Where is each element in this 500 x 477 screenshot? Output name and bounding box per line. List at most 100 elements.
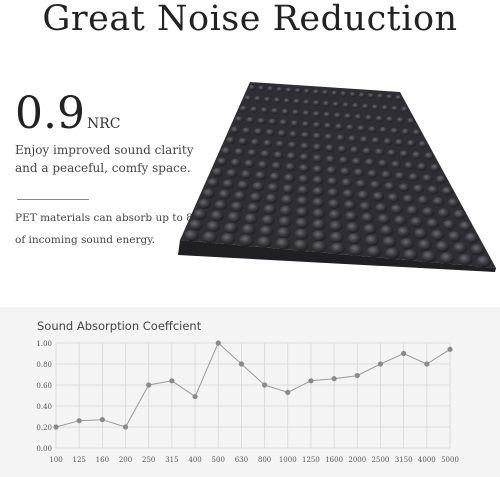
foam-bump: [224, 222, 238, 234]
foam-bump: [260, 150, 271, 159]
foam-bump: [324, 133, 334, 141]
foam-bump: [394, 138, 404, 147]
foam-bump: [285, 87, 293, 93]
absorption-chart: 0.00 0.20 0.40 0.60 0.80 1.00 100 125 160 200 250 3…: [36, 340, 459, 464]
foam-bump: [390, 204, 403, 215]
foam-bump: [364, 158, 375, 167]
foam-bump: [399, 150, 409, 158]
foam-bump: [271, 107, 279, 115]
foam-bump: [363, 223, 377, 235]
foam-bump: [453, 209, 466, 220]
foam-bump: [293, 98, 301, 105]
x-tick-label: 500: [212, 456, 225, 464]
foam-bump: [442, 219, 456, 230]
foam-bump: [237, 180, 250, 190]
foam-bump: [387, 193, 400, 203]
foam-bump: [249, 192, 262, 203]
foam-bump: [202, 231, 217, 243]
x-tick-label: 2000: [348, 456, 366, 464]
foam-bump: [379, 126, 388, 134]
x-tick-label: 4000: [418, 456, 436, 464]
foam-bump: [244, 159, 255, 168]
x-tick-label: 315: [165, 456, 178, 464]
foam-bump: [406, 205, 419, 216]
foam-bump: [254, 95, 262, 102]
x-tick-label: 1600: [325, 456, 343, 464]
foam-bump: [357, 190, 370, 200]
foam-bump: [198, 198, 211, 209]
foam-bump: [250, 138, 260, 147]
foam-bump: [375, 115, 384, 122]
foam-bump: [430, 163, 441, 172]
foam-bump: [453, 242, 467, 254]
foam-bump: [338, 156, 349, 165]
foam-bump: [296, 196, 309, 207]
foam-bump: [384, 181, 396, 191]
data-point: [169, 378, 175, 384]
foam-bump: [312, 186, 325, 197]
foam-bump: [368, 126, 377, 133]
foam-bump: [285, 162, 296, 172]
foam-bump: [385, 247, 400, 260]
foam-bump: [322, 89, 329, 96]
foam-bump: [287, 141, 298, 150]
foam-bump: [234, 191, 247, 201]
foam-bump: [289, 130, 299, 138]
foam-bump: [323, 111, 332, 118]
foam-bump: [406, 117, 415, 125]
foam-bump: [401, 106, 409, 113]
foam-bump: [211, 167, 224, 177]
foam-bump: [380, 225, 394, 237]
x-tick-label: 5000: [441, 456, 459, 464]
foam-bump: [424, 152, 434, 160]
foam-bump: [297, 185, 310, 195]
data-point: [377, 361, 384, 367]
foam-bump: [313, 89, 320, 95]
foam-bump: [339, 167, 351, 176]
foam-bump: [367, 169, 378, 179]
foam-bump: [283, 173, 295, 183]
foam-bump: [459, 221, 472, 232]
foam-bump: [226, 168, 238, 178]
foam-bump: [476, 255, 492, 268]
foam-bump: [329, 220, 343, 232]
foam-bump: [295, 217, 309, 229]
foam-bump: [300, 131, 310, 139]
x-tick-label: 1250: [302, 456, 320, 464]
foam-bump: [225, 136, 236, 145]
foam-bump: [294, 88, 302, 94]
foam-bump: [390, 127, 399, 135]
foam-bump: [372, 191, 385, 202]
foam-bump: [298, 174, 310, 184]
foam-bump: [275, 237, 291, 250]
series-line: [55, 342, 451, 428]
foam-bump: [267, 183, 280, 193]
foam-bump: [220, 233, 236, 245]
foam-bump: [396, 117, 405, 124]
foam-bump: [241, 224, 256, 236]
foam-bump: [278, 216, 292, 228]
chart-panel: Sound Absorption Coeffcient 0.00 0.20 0.40…: [0, 307, 500, 477]
foam-bump: [323, 122, 333, 130]
foam-bump: [230, 158, 241, 167]
foam-bump: [382, 236, 397, 248]
foam-bump: [301, 121, 310, 128]
foam-bump: [250, 106, 258, 113]
foam-bump: [294, 228, 309, 240]
data-point: [331, 376, 337, 382]
chart-title: Sound Absorption Coeffcient: [37, 319, 202, 333]
data-point: [99, 417, 105, 423]
foam-bump: [333, 112, 342, 119]
foam-bump: [430, 229, 445, 241]
foam-bump: [381, 105, 389, 111]
foam-bump: [312, 175, 324, 185]
foam-bump: [322, 100, 330, 107]
foam-bump: [267, 86, 274, 92]
foam-bump: [207, 178, 220, 188]
y-tick-label: 0.00: [36, 445, 52, 453]
foam-bump: [352, 102, 360, 109]
y-tick-label: 0.80: [36, 361, 52, 369]
foam-bump: [375, 203, 388, 213]
foam-bump: [377, 159, 388, 168]
foam-bump: [340, 91, 347, 97]
